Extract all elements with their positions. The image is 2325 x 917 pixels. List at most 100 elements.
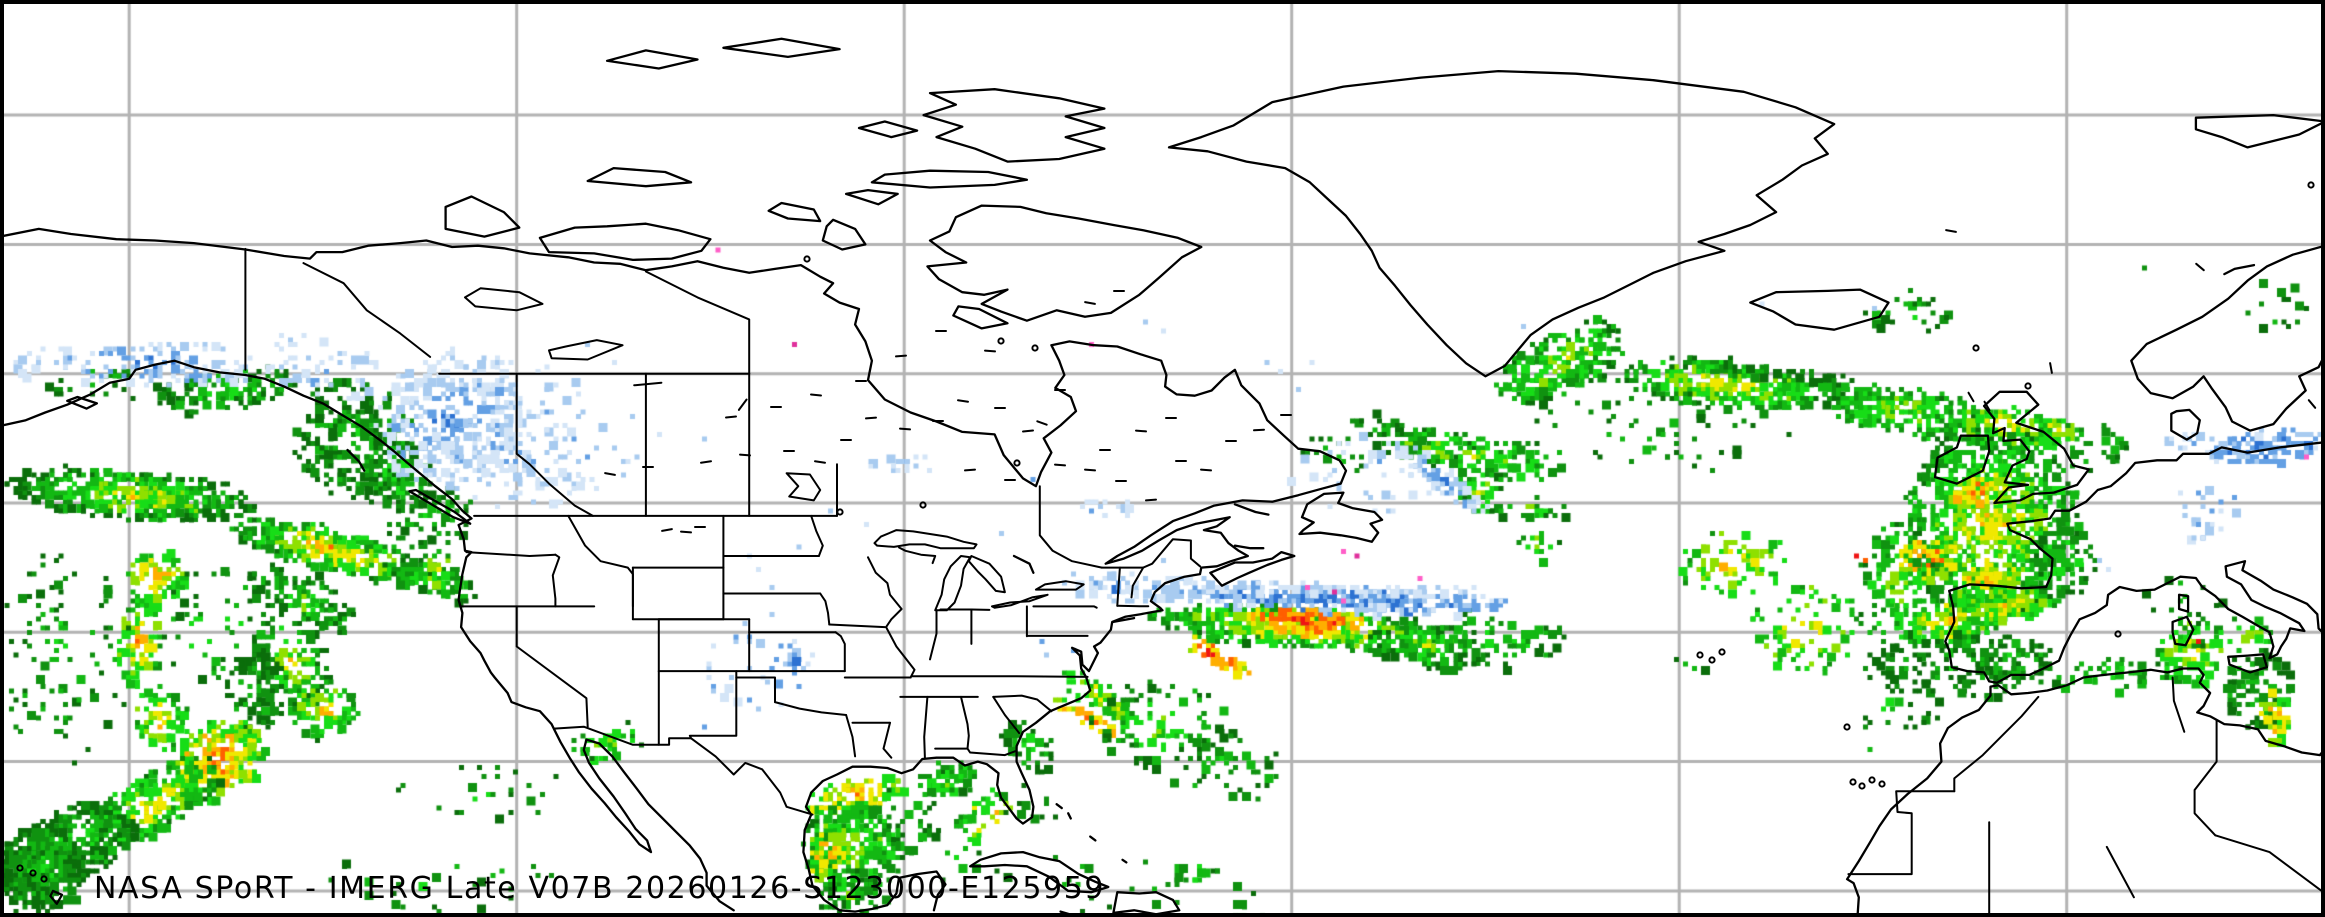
- lake-winnipeg: [785, 472, 822, 502]
- border-mn-dakotas: [810, 514, 824, 557]
- small-island-dot: [1013, 459, 1021, 467]
- islands-lofoten: [2223, 263, 2256, 276]
- small-island-dot: [1031, 344, 1039, 352]
- border-bc-ab: [515, 372, 594, 517]
- small-lake-dash: [1200, 468, 1212, 472]
- border-us-mexico: [553, 725, 814, 816]
- border-il-in: [929, 609, 938, 661]
- small-island-dot: [40, 875, 48, 883]
- lakes-group: [464, 287, 1085, 612]
- small-lake-dash: [1084, 468, 1096, 472]
- border-ga-sc: [992, 695, 1021, 735]
- border-pa-ny: [1032, 605, 1098, 609]
- border-ca-nv: [515, 605, 589, 728]
- islands-bahamas-4: [1121, 858, 1128, 864]
- border-or-id: [551, 553, 561, 608]
- border-al-ga: [960, 695, 970, 750]
- reindeer-lake: [737, 398, 748, 411]
- great-bear-lake: [464, 287, 544, 312]
- small-lake-dash: [1945, 229, 1957, 233]
- island-hawaii-big: [49, 889, 64, 905]
- small-lake-dash: [957, 399, 969, 403]
- georgian-bay: [1012, 554, 1035, 574]
- coast-north-america-pacific: [1, 359, 735, 912]
- island-somerset: [844, 188, 899, 206]
- small-lake-dash: [964, 468, 976, 472]
- island-victoria: [538, 222, 712, 262]
- small-lake-dash: [984, 349, 996, 353]
- islands-bahamas-1: [1055, 803, 1063, 810]
- island-axel-heiberg: [857, 120, 919, 139]
- small-island-dot: [29, 869, 37, 877]
- coast-europe-west-mediterranean: [1944, 441, 2325, 684]
- island-ellesmere: [922, 88, 1106, 163]
- small-lake-dash: [1967, 391, 1975, 403]
- border-algeria-libya: [2193, 719, 2218, 837]
- border-mississippi: [867, 556, 916, 679]
- lake-athabasca: [633, 381, 663, 387]
- island-vancouver: [408, 488, 472, 525]
- island-devon: [870, 169, 1029, 189]
- border-tx-nm: [688, 670, 738, 740]
- island-prince-edward: [1233, 544, 1265, 550]
- small-lake-dash: [739, 453, 751, 457]
- small-lake-dash: [899, 427, 911, 431]
- border-wi-mi: [898, 546, 937, 565]
- small-island-dot: [1972, 344, 1980, 352]
- border-ky-va-nc: [910, 675, 1089, 678]
- lake-huron: [967, 555, 1006, 594]
- small-lake-dash: [1145, 498, 1157, 502]
- small-lake-dash: [1054, 463, 1066, 467]
- island-sardinia: [2171, 615, 2195, 647]
- border-ia-mo: [828, 623, 886, 629]
- island-sicily: [2227, 653, 2269, 674]
- island-hispaniola: [1112, 891, 1181, 916]
- border-nc-sc: [992, 694, 1053, 713]
- small-island-dot: [1878, 780, 1886, 788]
- small-lake-dash: [1036, 420, 1048, 426]
- lake-superior: [873, 529, 978, 550]
- coast-north-america-arctic-east-gulf: [0, 227, 1348, 913]
- island-greenland: [1167, 69, 1836, 378]
- border-45n-east: [1100, 538, 1201, 569]
- small-lake-dash: [1983, 400, 1991, 412]
- islands-bahamas-2: [1067, 812, 1072, 820]
- small-island-dot: [16, 864, 24, 872]
- border-id-mt: [567, 514, 634, 608]
- small-lake-dash: [1135, 429, 1147, 433]
- great-slave-lake: [548, 339, 624, 361]
- border-vt-nh: [1130, 566, 1145, 599]
- small-island-dot: [1708, 656, 1716, 664]
- island-banks: [444, 195, 521, 238]
- small-lake-dash: [814, 460, 826, 464]
- island-long-island: [1112, 616, 1136, 624]
- island-prince-of-wales: [767, 201, 822, 223]
- island-anticosti: [1233, 503, 1270, 516]
- border-ok-panhandle: [735, 676, 776, 704]
- border-ny-vt: [1116, 566, 1121, 607]
- coast-scandinavia: [2130, 244, 2325, 432]
- island-haida-gwaii: [346, 448, 366, 472]
- border-yt-nwt: [302, 262, 432, 358]
- small-island-dot: [1868, 776, 1876, 784]
- small-lake-dash: [1084, 301, 1096, 305]
- small-lake-dash: [1253, 428, 1265, 432]
- border-libya-niger: [2214, 834, 2325, 895]
- coast-north-africa: [1845, 667, 2325, 917]
- border-ia-west: [819, 592, 831, 626]
- border-la-ms: [882, 721, 893, 759]
- small-island-dot: [836, 508, 844, 516]
- island-corsica: [2177, 593, 2190, 613]
- small-island-dot: [2114, 630, 2122, 638]
- island-newfoundland: [1298, 491, 1384, 543]
- island-kodiak: [66, 395, 99, 410]
- small-island-dot: [919, 501, 927, 509]
- small-islands-group: [16, 181, 2317, 883]
- border-nwt-nu: [644, 270, 751, 375]
- border-western-sahara: [1847, 790, 1956, 876]
- small-lake-dash: [2195, 262, 2205, 272]
- small-lake-dash: [725, 415, 737, 419]
- border-wa-or: [465, 551, 557, 557]
- small-lake-dash: [700, 460, 712, 464]
